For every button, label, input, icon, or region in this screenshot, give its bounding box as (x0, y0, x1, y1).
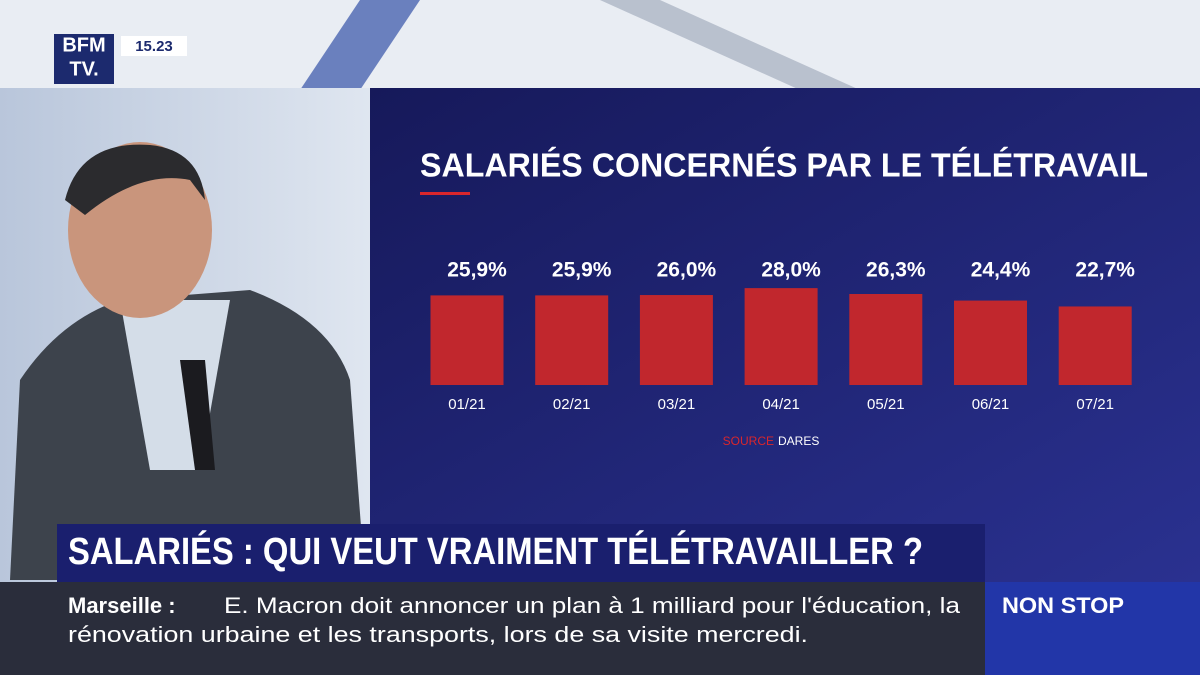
x-tick-label: 02/21 (553, 396, 591, 413)
logo-box (54, 34, 114, 84)
logo-line2: TV. (69, 58, 98, 80)
bar (1058, 306, 1132, 385)
bar (639, 295, 713, 385)
ticker-line1: E. Macron doit annoncer un plan à 1 mill… (224, 593, 961, 618)
bar (430, 295, 504, 385)
headline: SALARIÉS : QUI VEUT VRAIMENT TÉLÉTRAVAIL… (68, 529, 923, 573)
bar (954, 300, 1027, 385)
ticker-bar (0, 582, 985, 675)
source-label: SOURCE (723, 434, 774, 448)
program: NON STOP (1002, 593, 1124, 618)
x-tick-label: 04/21 (762, 396, 800, 413)
bars: 25,9% 01/21 25,9% 02/21 26,0% 03/21 28,0% 04/21… (430, 259, 1135, 413)
decor (300, 0, 420, 90)
value-label: 26,3% (866, 259, 926, 282)
program-box (985, 582, 1200, 675)
source: DARES (778, 434, 819, 448)
bar (535, 295, 609, 385)
chart-title: SALARIÉS CONCERNÉS PAR LE TÉLÉTRAVAIL (420, 147, 1148, 184)
value-label: 24,4% (971, 259, 1031, 282)
studio-top (0, 0, 1200, 90)
decor (600, 0, 860, 90)
headline-bar (57, 524, 985, 582)
logo-line1: BFM (62, 34, 105, 56)
value-label: 25,9% (447, 259, 507, 282)
bar (849, 294, 923, 385)
x-tick-label: 07/21 (1076, 396, 1114, 413)
title-underline (420, 192, 470, 195)
value-label: 26,0% (657, 259, 717, 282)
x-tick-label: 05/21 (867, 396, 905, 413)
time: 15.23 (135, 38, 173, 55)
value-label: 25,9% (552, 259, 612, 282)
value-label: 22,7% (1075, 259, 1135, 282)
presenter-hair (65, 144, 205, 215)
bar (744, 288, 818, 385)
value-label: 28,0% (761, 259, 821, 282)
x-tick-label: 03/21 (658, 396, 696, 413)
x-tick-label: 06/21 (972, 396, 1010, 413)
ticker-place: Marseille : (68, 593, 176, 618)
time-box (121, 36, 187, 56)
x-tick-label: 01/21 (448, 396, 486, 413)
ticker-line2: rénovation urbaine et les transports, lo… (68, 622, 808, 647)
presenter-tie (180, 360, 215, 470)
